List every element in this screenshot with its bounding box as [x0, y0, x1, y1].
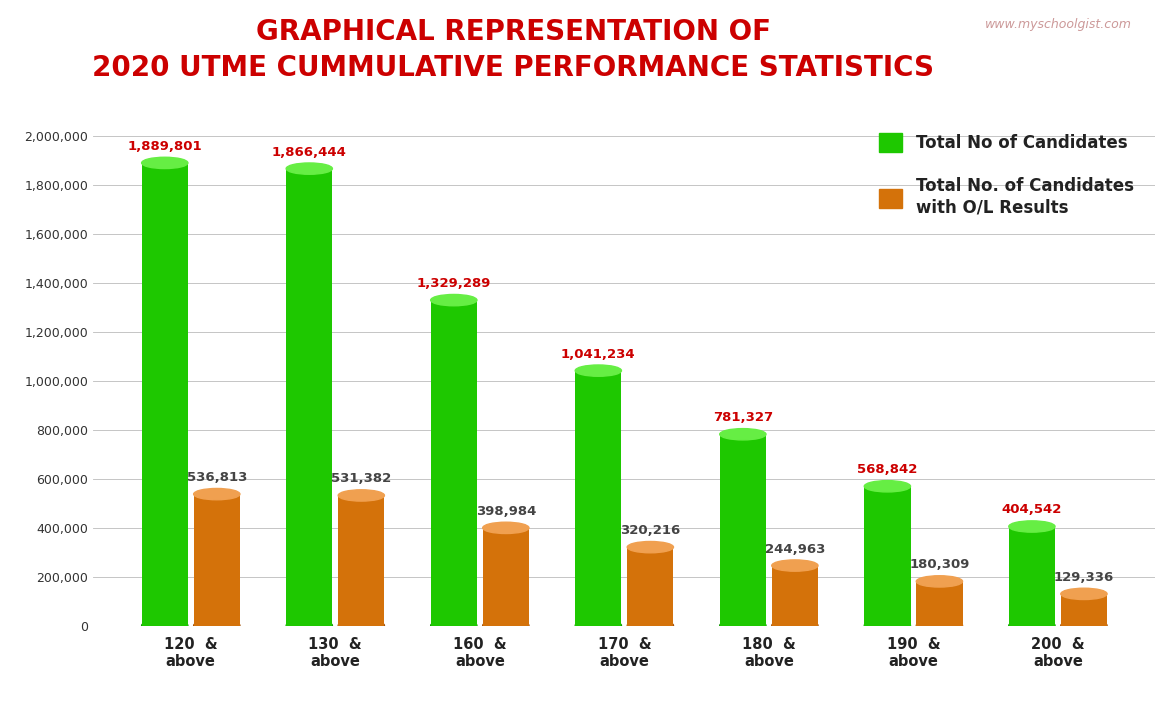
Text: 531,382: 531,382: [331, 472, 391, 485]
Ellipse shape: [431, 620, 477, 631]
Ellipse shape: [286, 163, 333, 174]
Ellipse shape: [338, 490, 384, 501]
Text: 1,889,801: 1,889,801: [127, 139, 202, 153]
Bar: [771, 566, 818, 626]
Bar: [431, 300, 477, 626]
Bar: [1061, 594, 1107, 626]
Bar: [627, 547, 673, 626]
Bar: [916, 582, 963, 626]
Ellipse shape: [483, 522, 529, 533]
Text: 180,309: 180,309: [909, 559, 970, 572]
Ellipse shape: [627, 541, 673, 553]
Text: 244,963: 244,963: [764, 543, 825, 556]
Text: 1,866,444: 1,866,444: [272, 145, 347, 159]
Bar: [1008, 526, 1055, 626]
Ellipse shape: [720, 620, 766, 631]
Ellipse shape: [575, 365, 622, 376]
Bar: [286, 169, 333, 626]
Text: 568,842: 568,842: [858, 463, 917, 476]
Ellipse shape: [771, 560, 818, 571]
Ellipse shape: [771, 620, 818, 631]
Ellipse shape: [194, 620, 240, 631]
Ellipse shape: [141, 620, 188, 631]
Text: 398,984: 398,984: [476, 505, 536, 518]
Bar: [338, 495, 384, 626]
Ellipse shape: [1008, 620, 1055, 631]
Text: 1,041,234: 1,041,234: [561, 347, 636, 360]
Text: 129,336: 129,336: [1054, 571, 1114, 584]
Ellipse shape: [1061, 588, 1107, 600]
Ellipse shape: [575, 620, 622, 631]
Ellipse shape: [286, 620, 333, 631]
Text: 320,216: 320,216: [620, 524, 680, 537]
Bar: [194, 494, 240, 626]
Ellipse shape: [720, 429, 766, 440]
Ellipse shape: [431, 295, 477, 306]
Ellipse shape: [194, 488, 240, 500]
Ellipse shape: [865, 620, 910, 631]
Ellipse shape: [1061, 620, 1107, 631]
Ellipse shape: [338, 620, 384, 631]
Bar: [575, 370, 622, 626]
Ellipse shape: [141, 157, 188, 168]
Ellipse shape: [865, 480, 910, 492]
Bar: [720, 434, 766, 626]
Ellipse shape: [916, 576, 963, 587]
Bar: [865, 486, 910, 626]
Text: www.myschoolgist.com: www.myschoolgist.com: [985, 18, 1132, 31]
Text: 1,329,289: 1,329,289: [417, 277, 491, 290]
Ellipse shape: [916, 620, 963, 631]
Text: 781,327: 781,327: [713, 411, 773, 424]
Bar: [141, 163, 188, 626]
Text: GRAPHICAL REPRESENTATION OF: GRAPHICAL REPRESENTATION OF: [256, 18, 771, 46]
Ellipse shape: [1008, 521, 1055, 532]
Text: 404,542: 404,542: [1001, 503, 1062, 516]
Text: 2020 UTME CUMMULATIVE PERFORMANCE STATISTICS: 2020 UTME CUMMULATIVE PERFORMANCE STATIS…: [92, 54, 935, 82]
Ellipse shape: [627, 620, 673, 631]
Bar: [483, 528, 529, 626]
Legend: Total No of Candidates, Total No. of Candidates
with O/L Results: Total No of Candidates, Total No. of Can…: [866, 120, 1147, 229]
Text: 536,813: 536,813: [187, 471, 247, 484]
Ellipse shape: [483, 620, 529, 631]
